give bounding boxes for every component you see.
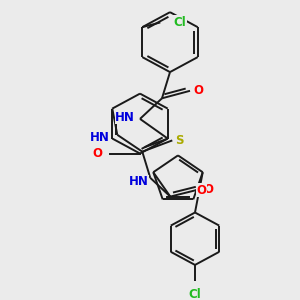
Text: O: O [203,183,213,196]
Text: HN: HN [89,131,109,144]
Text: O: O [92,147,102,160]
Text: O: O [196,184,206,196]
Text: HN: HN [115,110,135,124]
Text: HN: HN [128,175,148,188]
Text: O: O [193,84,203,97]
Text: Cl: Cl [173,16,186,29]
Text: S: S [175,134,184,147]
Text: Cl: Cl [189,288,201,300]
